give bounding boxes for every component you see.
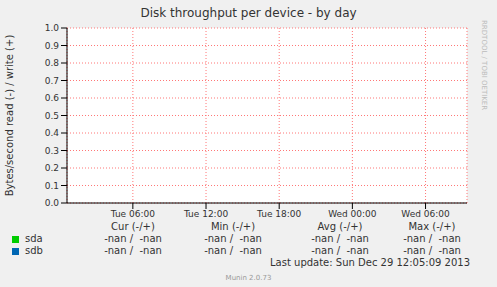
html-text:sda: sda bbox=[25, 233, 43, 244]
svg-text:Tue 18:00: Tue 18:00 bbox=[256, 209, 301, 219]
html-text:-nan / -nan: -nan / -nan bbox=[204, 233, 262, 244]
html-text:Cur (-/+): Cur (-/+) bbox=[111, 221, 155, 232]
svg-text:Bytes/second read (-) / write: Bytes/second read (-) / write (+) bbox=[8, 35, 15, 197]
html-text:-nan / -nan: -nan / -nan bbox=[204, 245, 262, 256]
html-text:Max (-/+): Max (-/+) bbox=[408, 221, 456, 232]
svg-text:0.2: 0.2 bbox=[45, 163, 59, 173]
html-text:-nan / -nan: -nan / -nan bbox=[104, 233, 162, 244]
svg-text:0.5: 0.5 bbox=[45, 111, 59, 121]
svg-text:0.0: 0.0 bbox=[45, 198, 60, 208]
html-text:Avg (-/+): Avg (-/+) bbox=[317, 221, 363, 232]
html-text:RRDTOOL / TOBI OETIKER: RRDTOOL / TOBI OETIKER bbox=[480, 20, 488, 111]
html-text:-nan / -nan: -nan / -nan bbox=[403, 233, 461, 244]
svg-text:0.7: 0.7 bbox=[45, 76, 59, 86]
html-text:-nan / -nan: -nan / -nan bbox=[311, 245, 369, 256]
svg-text:0.9: 0.9 bbox=[45, 41, 60, 51]
svg-text:Tue 12:00: Tue 12:00 bbox=[183, 209, 228, 219]
svg-text:0.6: 0.6 bbox=[45, 93, 60, 103]
html-text:Last update: Sun Dec 29 12:05:: Last update: Sun Dec 29 12:05:09 2013 bbox=[270, 257, 470, 268]
svg-text:1.0: 1.0 bbox=[45, 23, 60, 33]
html-text:Disk throughput per device - b: Disk throughput per device - by day bbox=[140, 6, 357, 20]
svg-text:0.3: 0.3 bbox=[45, 146, 59, 156]
html-text:-nan / -nan: -nan / -nan bbox=[403, 245, 461, 256]
svg-text:0.8: 0.8 bbox=[45, 58, 60, 68]
html-text:-nan / -nan: -nan / -nan bbox=[311, 233, 369, 244]
svg-text:0.4: 0.4 bbox=[45, 128, 60, 138]
svg-text:Tue 06:00: Tue 06:00 bbox=[110, 209, 155, 219]
svg-text:Wed 00:00: Wed 00:00 bbox=[328, 209, 377, 219]
html-text:sdb: sdb bbox=[25, 245, 43, 256]
html-text:-nan / -nan: -nan / -nan bbox=[104, 245, 162, 256]
html-text:Munin 2.0.73: Munin 2.0.73 bbox=[225, 274, 272, 282]
svg-text:0.1: 0.1 bbox=[45, 181, 59, 191]
html-text:Min (-/+): Min (-/+) bbox=[211, 221, 255, 232]
svg-text:Wed 06:00: Wed 06:00 bbox=[401, 209, 450, 219]
